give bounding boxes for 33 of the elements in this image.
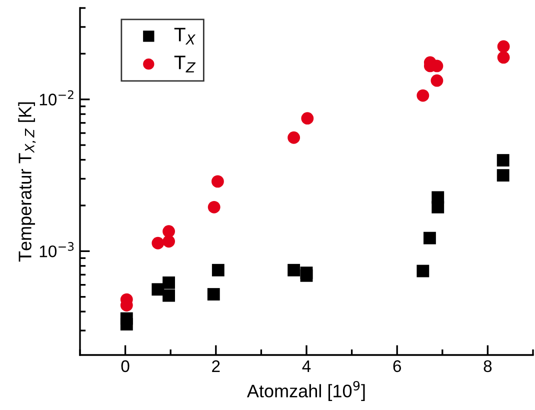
point: [120, 318, 133, 330]
point: [288, 131, 300, 144]
point: [496, 169, 510, 182]
point: [496, 154, 510, 166]
point: [162, 289, 175, 302]
point: [152, 236, 164, 250]
x-tick-label: 0: [121, 360, 130, 372]
x-tick-label: 2: [212, 360, 220, 372]
y-tick-label: 10$^{−3}$: [40, 242, 74, 258]
legend-label: T$_{X}$: [174, 28, 196, 44]
x-tick-label: 4: [302, 360, 311, 372]
point: [432, 200, 444, 214]
point: [497, 51, 510, 64]
y-axis-title: Temperatur T$_{X,Z}$ [K]: [18, 102, 36, 262]
point: [430, 74, 444, 87]
y-tick-label: 10$^{−2}$: [40, 90, 74, 106]
point: [300, 269, 313, 282]
legend-label: T$_{Z}$: [174, 56, 196, 72]
point: [208, 200, 220, 214]
point: [416, 264, 430, 278]
x-tick-label: 8: [484, 360, 492, 372]
point: [288, 264, 300, 276]
point: [212, 175, 224, 188]
point: [424, 232, 436, 244]
x-axis-title: Atomzahl [10$^{9}$]: [246, 380, 365, 401]
point: [416, 89, 430, 102]
x-tick-label: 6: [393, 360, 401, 372]
point: [497, 40, 510, 53]
point: [212, 264, 224, 276]
point: [301, 112, 314, 125]
point: [207, 288, 220, 300]
point: [162, 235, 175, 248]
point: [162, 276, 175, 289]
